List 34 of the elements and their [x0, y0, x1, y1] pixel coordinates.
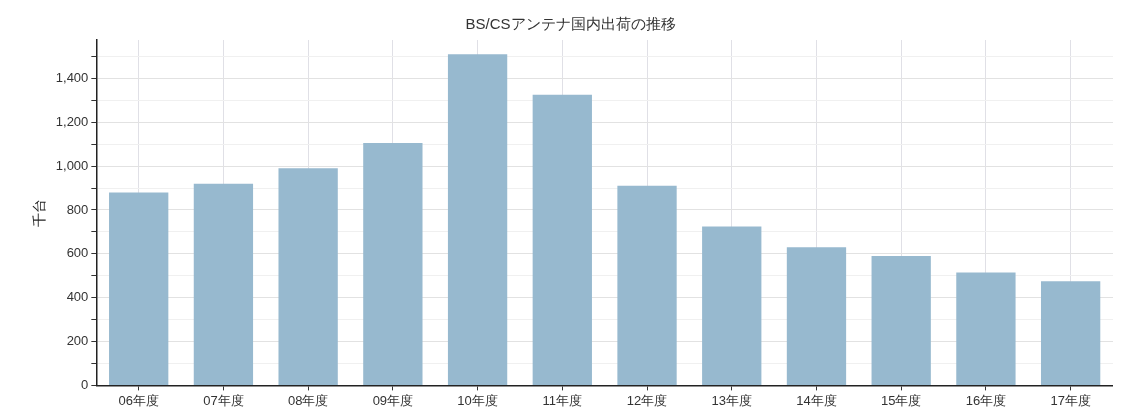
- x-tick-label: 06年度: [118, 392, 159, 408]
- bar: [278, 168, 338, 385]
- x-tick-label: 08年度: [287, 392, 329, 408]
- bar: [447, 54, 508, 385]
- bar: [871, 256, 931, 385]
- x-tick-label: 15年度: [880, 392, 922, 408]
- bar: [193, 183, 254, 385]
- bar: [532, 94, 592, 385]
- x-tick-label: 16年度: [965, 392, 1007, 408]
- x-tick-label: 14年度: [796, 392, 837, 408]
- y-tick-label: 1,400: [55, 69, 89, 85]
- x-tick-label: 12年度: [626, 392, 668, 408]
- y-tick-label: 600: [66, 245, 89, 261]
- y-tick-label: 200: [66, 333, 89, 349]
- bar: [702, 226, 762, 385]
- bar: [109, 192, 169, 385]
- x-tick-label: 13年度: [711, 392, 752, 408]
- x-tick-label: 17年度: [1050, 392, 1091, 408]
- bar: [363, 143, 423, 385]
- y-tick-label: 1,200: [55, 113, 89, 129]
- y-tick-label: 800: [66, 201, 89, 217]
- chart-title: BS/CSアンテナ国内出荷の推移: [465, 15, 676, 33]
- x-tick-label: 09年度: [372, 392, 414, 408]
- y-tick-label: 1,000: [55, 157, 89, 173]
- bar: [1040, 281, 1101, 385]
- y-tick-label: 400: [66, 289, 89, 305]
- x-tick-label: 07年度: [203, 392, 244, 408]
- x-tick-label: 10年度: [457, 392, 498, 408]
- bar: [617, 185, 677, 385]
- y-axis-title: 千台: [31, 198, 48, 227]
- x-tick-label: 11年度: [542, 392, 583, 408]
- bar: [956, 272, 1016, 385]
- y-tick-label: 0: [81, 376, 89, 392]
- bar: [786, 247, 847, 385]
